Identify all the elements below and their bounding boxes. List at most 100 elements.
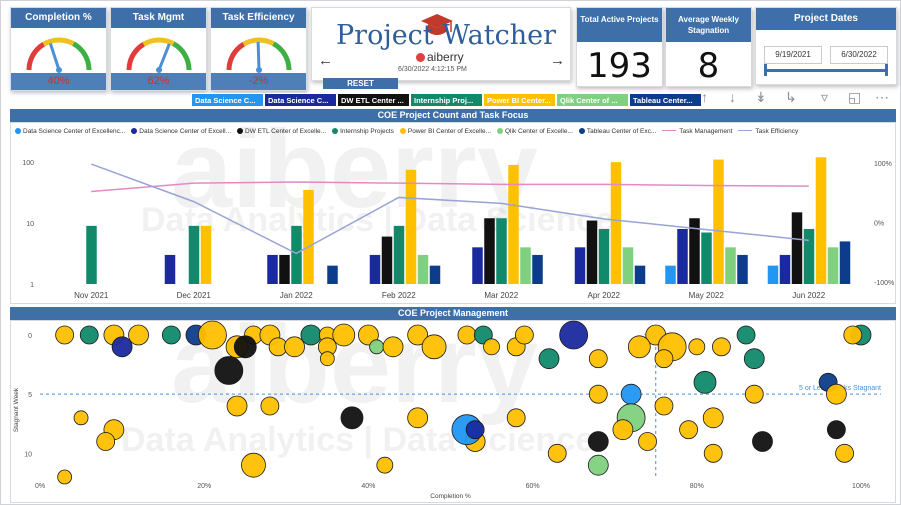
gauge-arc — [172, 41, 192, 71]
x-tick-label: Mar 2022 — [484, 291, 518, 300]
chart1-svg: 1 10 100 100% 0% -100% Nov 2021 Dec 2021 Jan 202… — [22, 157, 894, 300]
bubble — [73, 410, 89, 426]
bar — [291, 225, 302, 284]
gauge-needle — [256, 41, 261, 71]
bubble — [421, 334, 447, 360]
arrow-up-icon[interactable]: ↑ — [701, 89, 708, 105]
legend-label: Task Efficiency — [755, 128, 799, 135]
filter-tab[interactable]: Power BI Center... — [483, 93, 556, 107]
kpi-card-total-projects: Total Active Projects 193 — [576, 7, 663, 87]
x-tick-label: 60% — [526, 483, 540, 490]
arrow-left-icon[interactable]: ← — [318, 52, 333, 69]
x-tick-label: Apr 2022 — [588, 291, 621, 300]
bar — [725, 247, 736, 284]
bubble — [843, 325, 863, 345]
double-down-icon[interactable]: ↡ — [755, 89, 767, 105]
y-tick-label: 0 — [28, 333, 32, 340]
bar — [803, 228, 815, 284]
gauge-card-task-efficiency[interactable]: Task Efficiency -2% — [210, 7, 307, 91]
range-handle-start[interactable] — [764, 64, 767, 76]
bubble — [506, 408, 526, 428]
bar — [737, 254, 748, 284]
legend-marker — [399, 128, 406, 134]
legend-item[interactable]: Internship Projects — [332, 128, 394, 135]
gauge-title: Task Mgmt — [111, 8, 206, 28]
kpi-value: 8 — [697, 46, 720, 86]
bubble — [319, 351, 335, 367]
x-tick-label: Jan 2022 — [280, 291, 313, 300]
end-date-input[interactable]: 6/30/2022 — [830, 46, 888, 64]
legend-item[interactable]: Data Science Center of Excell... — [131, 128, 231, 135]
expand-level-icon[interactable]: ↳ — [785, 89, 797, 105]
filter-icon[interactable]: ▿ — [821, 89, 829, 105]
bubble — [241, 452, 266, 478]
bar — [369, 254, 381, 284]
kpi-card-stagnation: Average Weekly Stagnation 8 — [665, 7, 752, 87]
bubble — [752, 431, 773, 452]
y-tick-label: 5 — [28, 392, 32, 399]
gauge-card-completion[interactable]: Completion % 40% — [10, 7, 107, 91]
x-tick-label: 80% — [690, 483, 704, 490]
gauge-arc — [42, 37, 75, 47]
gauge-arc — [126, 42, 146, 71]
gauge-arc — [142, 37, 175, 47]
bar — [767, 265, 779, 284]
x-tick-label: Feb 2022 — [382, 291, 416, 300]
bubble — [702, 407, 724, 429]
gauge-card-task-mgmt[interactable]: Task Mgmt 62% — [110, 7, 207, 91]
legend-item[interactable]: Power BI Center of Excelle... — [399, 128, 491, 135]
legend-marker — [738, 129, 753, 131]
gauge-value: 62% — [111, 73, 206, 90]
bar — [484, 218, 495, 284]
bubble — [654, 396, 674, 416]
bar — [508, 164, 519, 284]
title-card: Project Watcher aiberry 6/30/2022 4:12:1… — [311, 7, 571, 81]
x-axis-title: Completion % — [430, 493, 471, 500]
filter-tab[interactable]: Tableau Center... — [629, 93, 702, 107]
legend-item[interactable]: DW ETL Center of Excelle... — [237, 128, 326, 135]
bubble — [538, 348, 560, 370]
legend-marker — [497, 128, 503, 134]
legend-marker — [332, 128, 339, 134]
bar — [610, 162, 622, 284]
reset-button[interactable]: RESET — [323, 78, 398, 89]
gauge-hub — [156, 67, 162, 73]
bubble — [679, 420, 698, 440]
bar — [634, 265, 646, 284]
line-series — [90, 163, 809, 255]
date-range-track[interactable] — [766, 69, 886, 72]
date-slicer-card: Project Dates 9/19/2021 6/30/2022 — [755, 7, 897, 85]
arrow-right-icon[interactable]: → — [550, 52, 565, 69]
filter-tab[interactable]: Internship Proj... — [410, 93, 483, 107]
legend-item[interactable]: Task Efficiency — [738, 128, 798, 135]
legend-item[interactable]: Qlik Center of Excelle... — [497, 128, 573, 135]
bubble — [712, 337, 731, 357]
bubble — [369, 339, 385, 355]
bar — [164, 254, 176, 284]
brand-dot-icon — [416, 53, 425, 62]
gauge-arc — [72, 41, 92, 71]
gauge-task-mgmt — [126, 37, 192, 73]
focus-mode-icon[interactable]: ◱ — [848, 89, 862, 105]
bubble — [744, 384, 764, 404]
gauge-hub — [256, 67, 262, 73]
start-date-input[interactable]: 9/19/2021 — [764, 46, 822, 64]
filter-tab[interactable]: Data Science C... — [191, 93, 264, 107]
bubble — [340, 406, 364, 430]
bubble — [588, 384, 608, 404]
arrow-down-icon[interactable]: ↓ — [729, 89, 736, 105]
bubble — [703, 443, 723, 463]
legend-marker — [662, 129, 677, 131]
filter-tab[interactable]: DW ETL Center ... — [337, 93, 410, 107]
range-handle-end[interactable] — [885, 64, 888, 76]
more-options-icon[interactable]: ⋯ — [875, 89, 889, 105]
bubble — [587, 454, 609, 476]
legend-item[interactable]: Tableau Center of Exc... — [578, 128, 656, 135]
filter-tab[interactable]: Qlik Center of ... — [556, 93, 629, 107]
bubble — [620, 383, 642, 405]
gauge-title: Task Efficiency — [211, 8, 306, 28]
legend-item[interactable]: Task Management — [662, 128, 732, 135]
legend-item[interactable]: Data Science Center of Excellenc... — [15, 128, 125, 135]
bar — [701, 232, 712, 284]
filter-tab[interactable]: Data Science C... — [264, 93, 337, 107]
